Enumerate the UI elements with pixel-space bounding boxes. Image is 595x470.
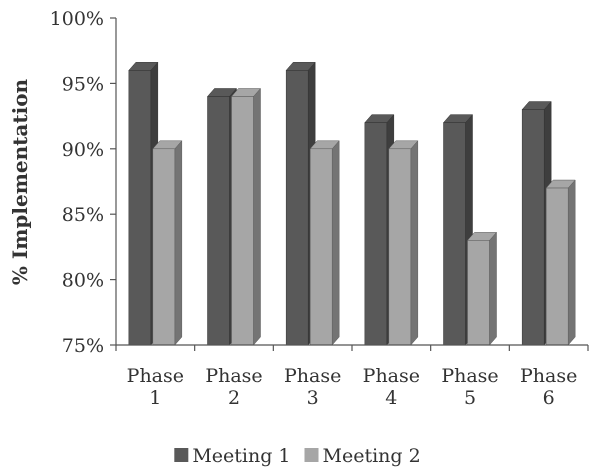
bar	[466, 231, 498, 346]
bar	[152, 140, 183, 346]
bar-front	[364, 122, 388, 346]
legend: Meeting 1 Meeting 2	[174, 445, 421, 467]
y-tick-label: 80%	[62, 270, 104, 292]
legend-swatch	[174, 448, 189, 462]
bar-side	[489, 231, 497, 346]
bar	[230, 87, 262, 346]
bar-side	[174, 140, 183, 346]
y-tick-label: 85%	[62, 204, 104, 226]
y-tick-label: 75%	[62, 335, 104, 357]
bar-front	[545, 187, 569, 346]
bar	[545, 179, 576, 346]
bar-front	[521, 109, 545, 346]
legend-label: Meeting 2	[323, 445, 421, 467]
bar-side	[253, 87, 261, 346]
bar-front	[285, 70, 309, 346]
bar-side	[410, 140, 419, 346]
category-label: Phase 6	[520, 365, 577, 409]
bar-front	[231, 96, 254, 346]
category-label: Phase 5	[441, 365, 498, 409]
bar-front	[467, 240, 490, 346]
legend-swatch	[304, 448, 319, 462]
bar-front	[388, 148, 412, 346]
bars	[128, 61, 576, 346]
bar	[388, 140, 419, 346]
x-axis: Phase 1 Phase 2 Phase 3 Phase 4 Phase 5 Phase 6	[115, 344, 589, 409]
bar-front	[152, 148, 176, 346]
category-label: Phase 4	[363, 365, 420, 409]
y-axis-label: % Implementation	[8, 78, 32, 285]
bar-front	[128, 70, 152, 346]
y-axis: 75% 80% 85% 90% 95% 100%	[50, 8, 117, 357]
bar-front	[309, 148, 333, 346]
legend-label: Meeting 1	[192, 445, 290, 467]
bar-side	[567, 179, 576, 346]
category-label: Phase 1	[127, 365, 184, 409]
category-label: Phase 2	[205, 365, 262, 409]
y-tick-label: 95%	[62, 73, 104, 95]
y-tick-label: 90%	[62, 139, 104, 161]
bar	[309, 140, 340, 346]
bar-front	[207, 96, 230, 346]
bar-front	[443, 122, 466, 346]
category-label: Phase 3	[284, 365, 341, 409]
bar-side	[331, 140, 340, 346]
y-tick-label: 100%	[50, 8, 104, 30]
